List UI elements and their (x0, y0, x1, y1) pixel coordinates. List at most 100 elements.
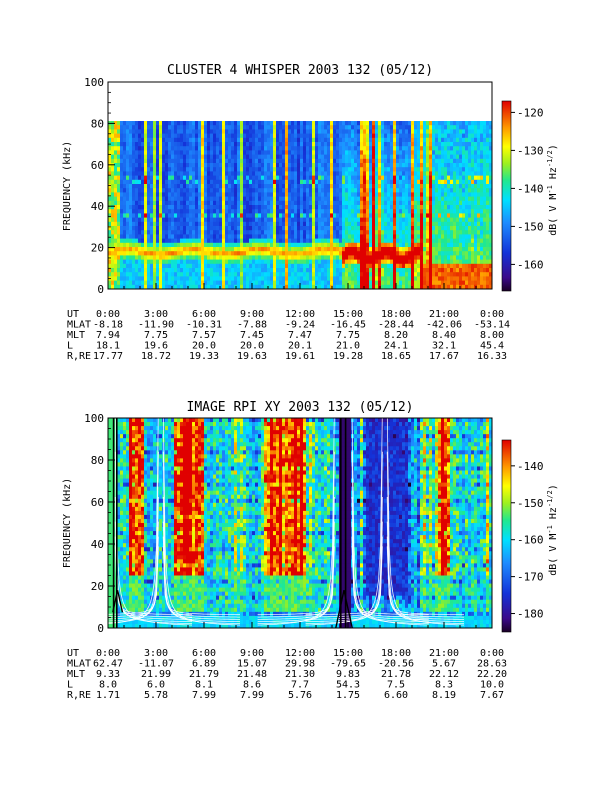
spectrogram-cell (471, 255, 475, 260)
spectrogram-cell (309, 146, 313, 151)
spectrogram-cell (429, 171, 433, 176)
spectrogram-cell (237, 175, 241, 181)
spectrogram-cell (417, 171, 421, 176)
spectrogram-cell (435, 158, 439, 164)
spectrogram-cell (441, 121, 445, 126)
spectrogram-cell (162, 167, 166, 172)
spectrogram-cell (321, 234, 325, 239)
spectrogram-cell (336, 242, 340, 248)
spectrogram-cell (255, 146, 259, 151)
spectrogram-cell (288, 251, 292, 256)
spectrogram-cell (168, 209, 172, 214)
spectrogram-cell (423, 255, 427, 260)
spectrogram-cell (438, 234, 442, 239)
spectrogram-cell (282, 133, 286, 139)
spectrogram-cell (435, 213, 439, 218)
spectrogram-cell (117, 213, 121, 218)
spectrogram-cell (477, 276, 481, 281)
spectrogram-cell (333, 125, 337, 130)
spectrogram-cell (339, 234, 343, 239)
spectrogram-cell (231, 272, 235, 277)
spectrogram-cell (258, 200, 262, 206)
spectrogram-cell (123, 263, 127, 269)
spectrogram-cell (291, 280, 295, 286)
spectrogram-cell (414, 184, 418, 189)
spectrogram-cell (168, 154, 172, 160)
spectrogram-cell (231, 167, 235, 172)
spectrogram-cell (414, 272, 418, 277)
spectrogram-cell (261, 146, 265, 151)
spectrogram-cell (195, 255, 199, 260)
spectrogram-cell (405, 263, 409, 269)
spectrogram-cell (402, 230, 406, 235)
spectrogram-cell (432, 284, 436, 289)
spectrogram-cell (255, 129, 259, 134)
spectrogram-cell (291, 137, 295, 143)
spectrogram-cell (366, 259, 370, 265)
spectrogram-cell (177, 217, 181, 223)
spectrogram-cell (378, 200, 382, 206)
spectrogram-cell (324, 154, 328, 160)
spectrogram-cell (267, 171, 271, 176)
spectrogram-cell (255, 251, 259, 256)
spectrogram-cell (111, 276, 115, 281)
spectrogram-cell (357, 184, 361, 189)
spectrogram-cell (156, 200, 160, 206)
spectrogram-cell (177, 171, 181, 176)
spectrogram-cell (231, 284, 235, 289)
spectrogram-cell (372, 163, 376, 168)
spectrogram-cell (297, 125, 301, 130)
spectrogram-cell (210, 205, 214, 210)
spectrogram-cell (474, 221, 478, 227)
spectrogram-cell (276, 234, 280, 239)
spectrogram-cell (387, 268, 391, 273)
spectrogram-cell (303, 188, 307, 193)
spectrogram-cell (264, 263, 268, 269)
spectrogram-cell (366, 234, 370, 239)
spectrogram-cell (162, 121, 166, 126)
spectrogram-cell (225, 200, 229, 206)
spectrogram-cell (318, 129, 322, 134)
spectrogram-cell (123, 238, 127, 244)
spectrogram-cell (444, 230, 448, 235)
spectrogram-cell (144, 213, 148, 218)
spectrogram-cell (411, 163, 415, 168)
spectrogram-cell (381, 226, 385, 231)
spectrogram-cell (471, 167, 475, 172)
spectrogram-cell (378, 205, 382, 210)
spectrogram-cell (336, 205, 340, 210)
spectrogram-cell (150, 221, 154, 227)
spectrogram-cell (312, 247, 316, 252)
spectrogram-cell (162, 188, 166, 193)
spectrogram-cell (246, 205, 250, 210)
spectrogram-cell (375, 125, 379, 130)
spectrogram-cell (471, 221, 475, 227)
spectrogram-cell (342, 158, 346, 164)
spectrogram-cell (381, 163, 385, 168)
spectrogram-cell (435, 150, 439, 155)
spectrogram-cell (351, 146, 355, 151)
spectrogram-cell (138, 205, 142, 210)
spectrogram-cell (438, 142, 442, 147)
spectrogram-cell (384, 238, 388, 244)
spectrogram-cell (216, 192, 220, 197)
spectrogram-cell (198, 125, 202, 130)
spectrogram-cell (312, 234, 316, 239)
spectrogram-cell (252, 133, 256, 139)
spectrogram-cell (177, 133, 181, 139)
spectrogram-cell (216, 137, 220, 143)
spectrogram-cell (333, 234, 337, 239)
spectrogram-cell (381, 205, 385, 210)
spectrogram-cell (285, 192, 289, 197)
spectrogram-cell (318, 205, 322, 210)
spectrogram-cell (240, 284, 244, 289)
spectrogram-cell (306, 184, 310, 189)
spectrogram-cell (168, 247, 172, 252)
spectrogram-cell (270, 154, 274, 160)
spectrogram-cell (459, 129, 463, 134)
spectrogram-cell (447, 129, 451, 134)
spectrogram-cell (339, 213, 343, 218)
spectrogram-cell (423, 150, 427, 155)
spectrogram-cell (282, 146, 286, 151)
spectrogram-cell (297, 268, 301, 273)
